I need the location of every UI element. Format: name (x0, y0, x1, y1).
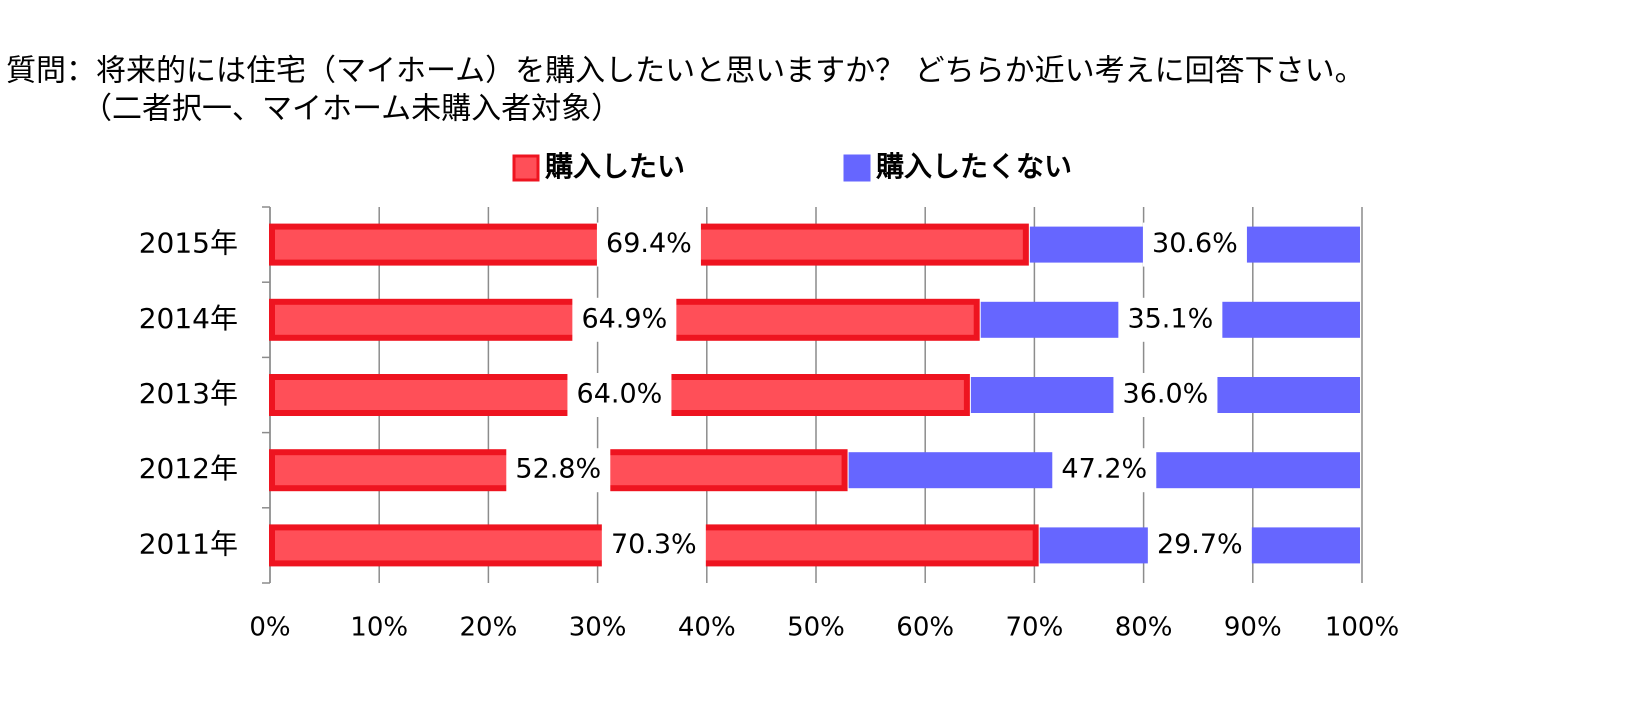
x-tick-label: 70% (1006, 613, 1064, 643)
value-label: 70.3% (611, 529, 697, 560)
x-tick-label: 0% (249, 613, 290, 643)
value-label-bg (567, 373, 672, 417)
x-tick-label: 20% (460, 613, 518, 643)
value-label-bg (1052, 448, 1157, 493)
x-tick-label: 10% (350, 613, 408, 643)
legend-swatch (843, 154, 871, 182)
value-label: 29.7% (1157, 529, 1243, 560)
value-label: 64.0% (577, 379, 663, 410)
value-label: 69.4% (606, 228, 692, 259)
value-label: 36.0% (1123, 379, 1209, 410)
x-tick-label: 40% (678, 613, 736, 643)
value-label: 35.1% (1127, 303, 1213, 334)
value-label-bg (1147, 523, 1252, 568)
y-tick-label: 2012年 (139, 452, 238, 485)
value-label: 30.6% (1152, 228, 1238, 259)
value-label: 47.2% (1061, 454, 1147, 485)
value-label-bg (1113, 373, 1218, 417)
x-tick-label: 60% (896, 613, 954, 643)
legend-label: 購入したくない (876, 150, 1072, 183)
value-label: 52.8% (515, 454, 601, 485)
value-label-bg (1142, 222, 1247, 267)
value-label-bg (596, 222, 701, 267)
y-tick-label: 2013年 (139, 377, 238, 410)
x-tick-label: 100% (1325, 613, 1399, 643)
legend-swatch (512, 154, 540, 182)
value-label-bg (572, 297, 677, 342)
x-tick-label: 90% (1224, 613, 1282, 643)
chart-subtitle: （二者択一、マイホーム未購入者対象） (82, 92, 621, 127)
y-tick-label: 2014年 (139, 302, 238, 335)
value-label-bg (506, 448, 611, 493)
value-label-bg (601, 523, 706, 568)
x-tick-label: 50% (787, 613, 845, 643)
legend-label: 購入したい (545, 150, 685, 183)
chart-title: 質問：将来的には住宅（マイホーム）を購入したいと思いますか？ どちらか近い考えに… (6, 54, 1365, 89)
y-tick-label: 2011年 (139, 527, 238, 560)
value-label: 64.9% (581, 303, 667, 334)
value-label-bg (1118, 297, 1223, 342)
y-tick-label: 2015年 (139, 227, 238, 260)
x-tick-label: 80% (1115, 613, 1173, 643)
x-tick-label: 30% (569, 613, 627, 643)
